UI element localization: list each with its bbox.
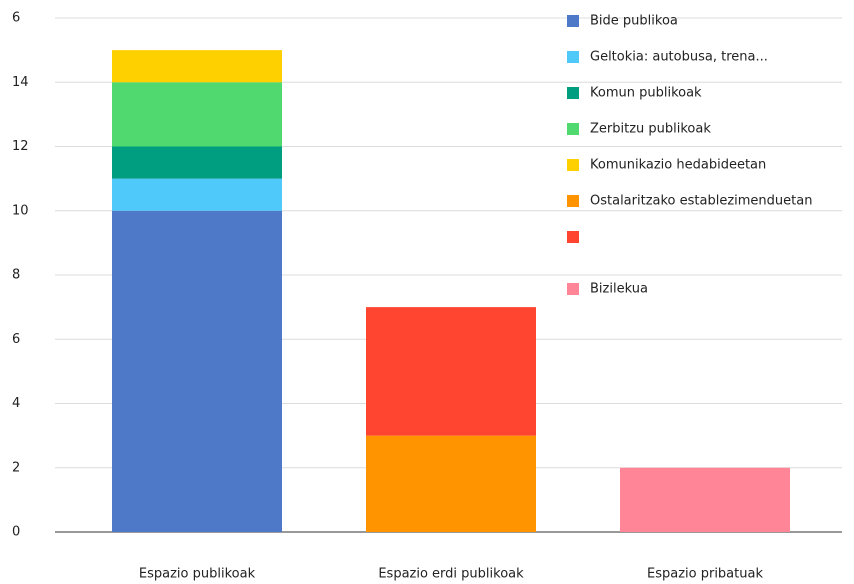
bar-segment: [620, 467, 790, 532]
legend-swatch: [567, 283, 579, 295]
legend-label: Zerbitzu publikoak: [590, 122, 711, 137]
x-tick-label: Espazio pribatuak: [647, 567, 763, 582]
legend-label: Ostalaritzako establezimenduetan: [590, 194, 812, 209]
x-tick-label: Espazio erdi publikoak: [378, 567, 524, 582]
bar-segment: [366, 435, 536, 532]
bar-segment: [112, 178, 282, 211]
bar-segment: [112, 82, 282, 147]
y-tick-label: 10: [12, 203, 29, 218]
y-tick-label: 14: [12, 75, 29, 90]
legend-label: Komun publikoak: [590, 86, 702, 101]
legend-swatch: [567, 123, 579, 135]
legend-swatch: [567, 159, 579, 171]
bar-segment: [112, 50, 282, 83]
y-tick-label: 8: [12, 268, 20, 283]
legend-label: Geltokia: autobusa, trena...: [590, 50, 768, 65]
y-tick-label: 4: [12, 396, 20, 411]
bar-segment: [366, 307, 536, 436]
bar-segment: [112, 210, 282, 532]
legend-swatch: [567, 231, 579, 243]
legend-label: Bizilekua: [590, 282, 648, 297]
legend-swatch: [567, 15, 579, 27]
legend-swatch: [567, 87, 579, 99]
legend-swatch: [567, 195, 579, 207]
legend-label: Komunikazio hedabideetan: [590, 158, 766, 173]
x-tick-label: Espazio publikoak: [139, 567, 256, 582]
bar-segment: [112, 146, 282, 179]
y-tick-label: 2: [12, 460, 20, 475]
legend-label: Bide publikoa: [590, 14, 678, 29]
y-tick-label: 12: [12, 139, 29, 154]
legend-swatch: [567, 51, 579, 63]
y-tick-label: 0: [12, 525, 20, 540]
y-tick-label: 6: [12, 332, 20, 347]
y-tick-label: 6: [12, 11, 20, 26]
